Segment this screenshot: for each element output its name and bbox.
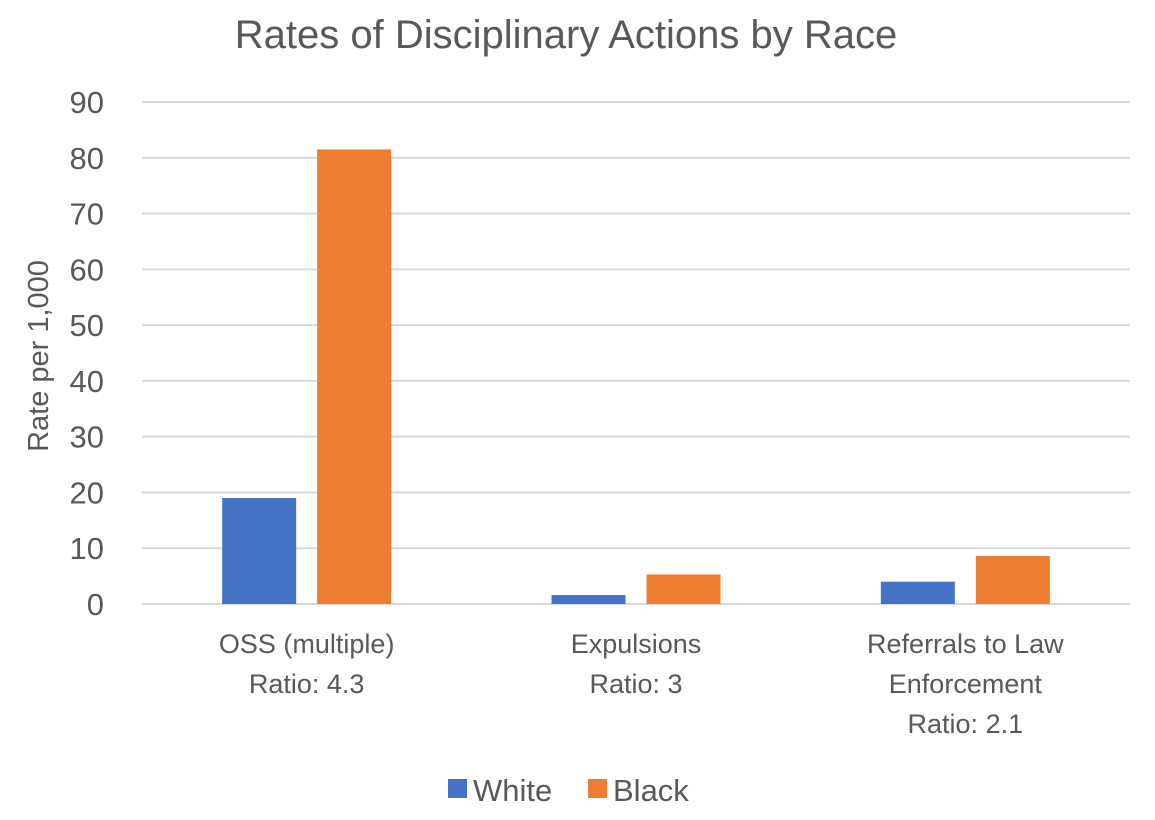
legend: White Black [448, 773, 689, 808]
legend-swatch-white [448, 779, 467, 798]
y-tick-label: 30 [70, 420, 104, 455]
bar-white [222, 498, 297, 604]
y-tick-label: 60 [70, 252, 104, 287]
bars [222, 149, 1050, 604]
category-label: Ratio: 4.3 [249, 669, 365, 699]
bar-black [317, 149, 392, 604]
category-label: Ratio: 3 [589, 669, 682, 699]
y-axis-label: Rate per 1,000 [23, 260, 55, 452]
legend-label-black: Black [613, 773, 689, 808]
bar-white [551, 595, 626, 604]
category-labels: OSS (multiple) Ratio: 4.3 Expulsions Ratio:… [219, 629, 1064, 739]
y-tick-label: 20 [70, 475, 104, 510]
y-tick-label: 90 [70, 85, 104, 120]
category-label: Expulsions [571, 629, 702, 659]
category-label: OSS (multiple) [219, 629, 395, 659]
y-tick-label: 10 [70, 531, 104, 566]
chart-title: Rates of Disciplinary Actions by Race [235, 13, 898, 57]
legend-label-white: White [473, 773, 552, 808]
gridlines [142, 101, 1130, 605]
y-axis-ticks: 0 10 20 30 40 50 60 70 80 90 [70, 85, 104, 622]
bar-white [880, 581, 955, 604]
y-tick-label: 80 [70, 141, 104, 176]
y-tick-label: 50 [70, 308, 104, 343]
bar-black [975, 556, 1050, 604]
y-tick-label: 0 [87, 587, 104, 622]
y-tick-label: 70 [70, 197, 104, 232]
category-label: Referrals to Law [867, 629, 1064, 659]
category-label: Enforcement [889, 669, 1043, 699]
legend-swatch-black [588, 779, 607, 798]
category-label: Ratio: 2.1 [908, 709, 1024, 739]
bar-black [646, 574, 721, 604]
y-tick-label: 40 [70, 364, 104, 399]
